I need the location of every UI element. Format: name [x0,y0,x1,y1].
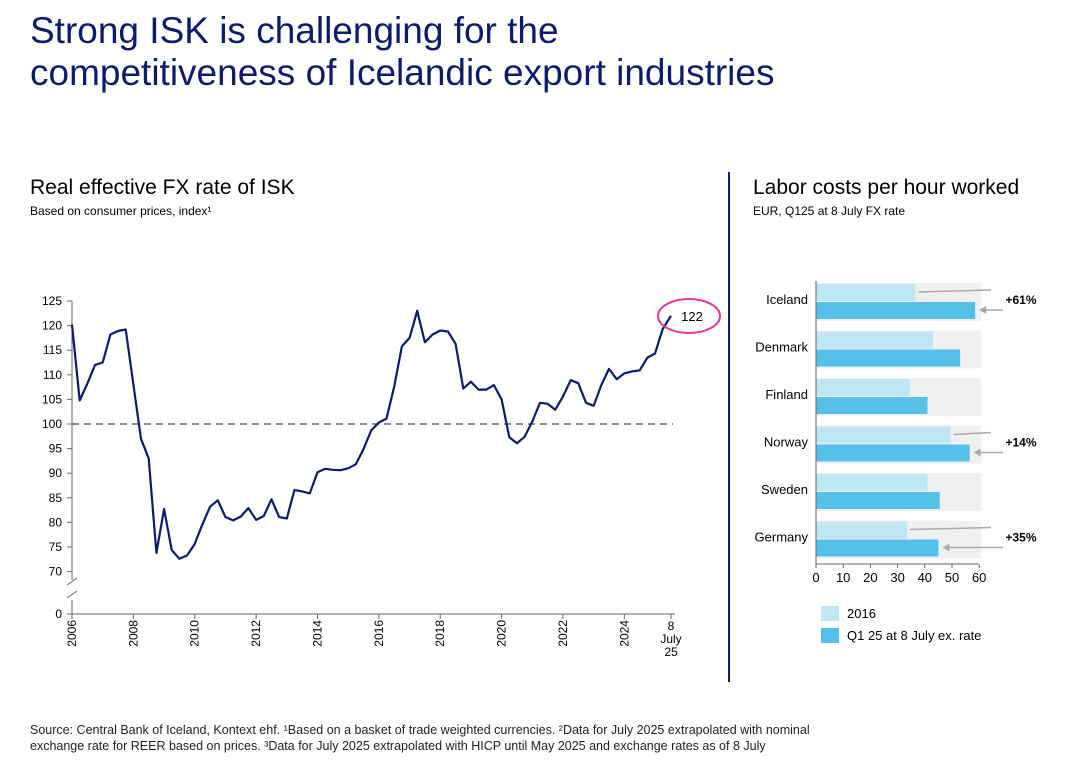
annotation-line [918,289,992,293]
source-note: Source: Central Bank of Iceland, Kontext… [30,722,1070,754]
bar-q125 [816,539,939,557]
end-value-label: 122 [681,309,703,324]
y-tick-label: 110 [43,368,62,382]
growth-label: +61% [1005,293,1036,307]
x-last-label: 25 [664,645,678,659]
x-tick-label: 2012 [249,620,263,647]
x-tick-label: 30 [890,570,904,585]
bar-q125 [816,492,940,509]
page-title-line-2: competitiveness of Icelandic export indu… [30,52,775,93]
legend-swatch [821,628,839,643]
x-tick-label: 40 [918,570,932,585]
page-title-line-1: Strong ISK is challenging for the [30,10,559,51]
labor-chart-subtitle: EUR, Q125 at 8 July FX rate [753,204,906,218]
highlight-circle [657,298,721,334]
bar-q125 [816,397,928,414]
x-tick-label: 2024 [617,620,631,647]
annotation-arrowhead [973,448,981,457]
x-last-label: July [660,632,681,646]
annotation-line [910,526,992,531]
y-tick-label: 70 [49,565,63,579]
x-tick-label: 2010 [188,620,202,647]
y-tick-label: 115 [43,343,62,357]
x-tick-label: 10 [836,570,850,585]
axis-break-mark [66,577,78,586]
category-label: Denmark [755,340,808,355]
growth-label: +35% [1005,531,1036,545]
legend-label: 2016 [847,606,876,621]
fx-chart-title: Real effective FX rate of ISK [30,176,295,199]
bar-2016 [816,426,951,444]
y-tick-label: 0 [55,607,62,621]
y-tick-label: 125 [42,294,62,308]
category-label: Germany [755,530,809,545]
bar-2016 [816,331,933,349]
bar-2016 [816,379,910,396]
chart-divider [728,172,730,682]
legend-label: Q1 25 at 8 July ex. rate [847,628,981,643]
annotation-line [953,431,992,436]
bar-q125 [816,302,976,319]
y-tick-label: 90 [49,466,63,480]
x-tick-label: 2020 [495,620,509,647]
y-tick-label: 95 [49,442,63,456]
axis-break-mark [66,590,78,599]
category-label: Sweden [761,482,808,497]
bar-2016 [816,284,916,301]
x-tick-label: 50 [945,570,959,585]
y-tick-label: 100 [42,417,62,431]
annotation-arrowhead [979,306,987,314]
fx-chart-subtitle: Based on consumer prices, index¹ [30,204,212,218]
y-tick-label: 85 [49,491,63,505]
x-tick-label: 2018 [433,620,447,647]
source-line-1: Source: Central Bank of Iceland, Kontext… [30,723,810,737]
category-label: Iceland [766,292,808,307]
growth-label: +14% [1005,436,1036,450]
bar-q125 [816,444,970,462]
x-tick-label: 2008 [126,620,140,647]
y-tick-label: 120 [42,319,62,333]
x-tick-label: 0 [812,570,819,585]
category-label: Norway [764,435,809,450]
x-tick-label: 2022 [556,620,570,647]
x-tick-label: 2016 [372,620,386,647]
y-tick-label: 75 [49,540,63,554]
labor-cost-bar-chart: Iceland Denmark Finland Norway Sweden Germany… [755,281,1037,643]
bar-2016 [816,521,908,539]
x-tick-label: 60 [972,570,986,585]
y-tick-label: 105 [42,392,62,406]
legend-swatch [821,606,839,621]
bar-q125 [816,349,961,367]
x-tick-label: 20 [863,570,877,585]
page-title: Strong ISK is challenging for the compet… [30,10,930,94]
x-tick-label: 2014 [310,620,324,647]
x-tick-label: 2006 [65,620,79,647]
category-label: Finland [765,387,808,402]
x-last-label: 8 [668,619,675,633]
fx-rate-series-line [70,309,672,560]
labor-chart-title: Labor costs per hour worked [753,176,1020,199]
source-line-2: exchange rate for REER based on prices. … [30,739,766,753]
bar-2016 [816,474,928,491]
annotation-arrowhead [942,543,950,552]
y-tick-label: 80 [49,515,63,529]
